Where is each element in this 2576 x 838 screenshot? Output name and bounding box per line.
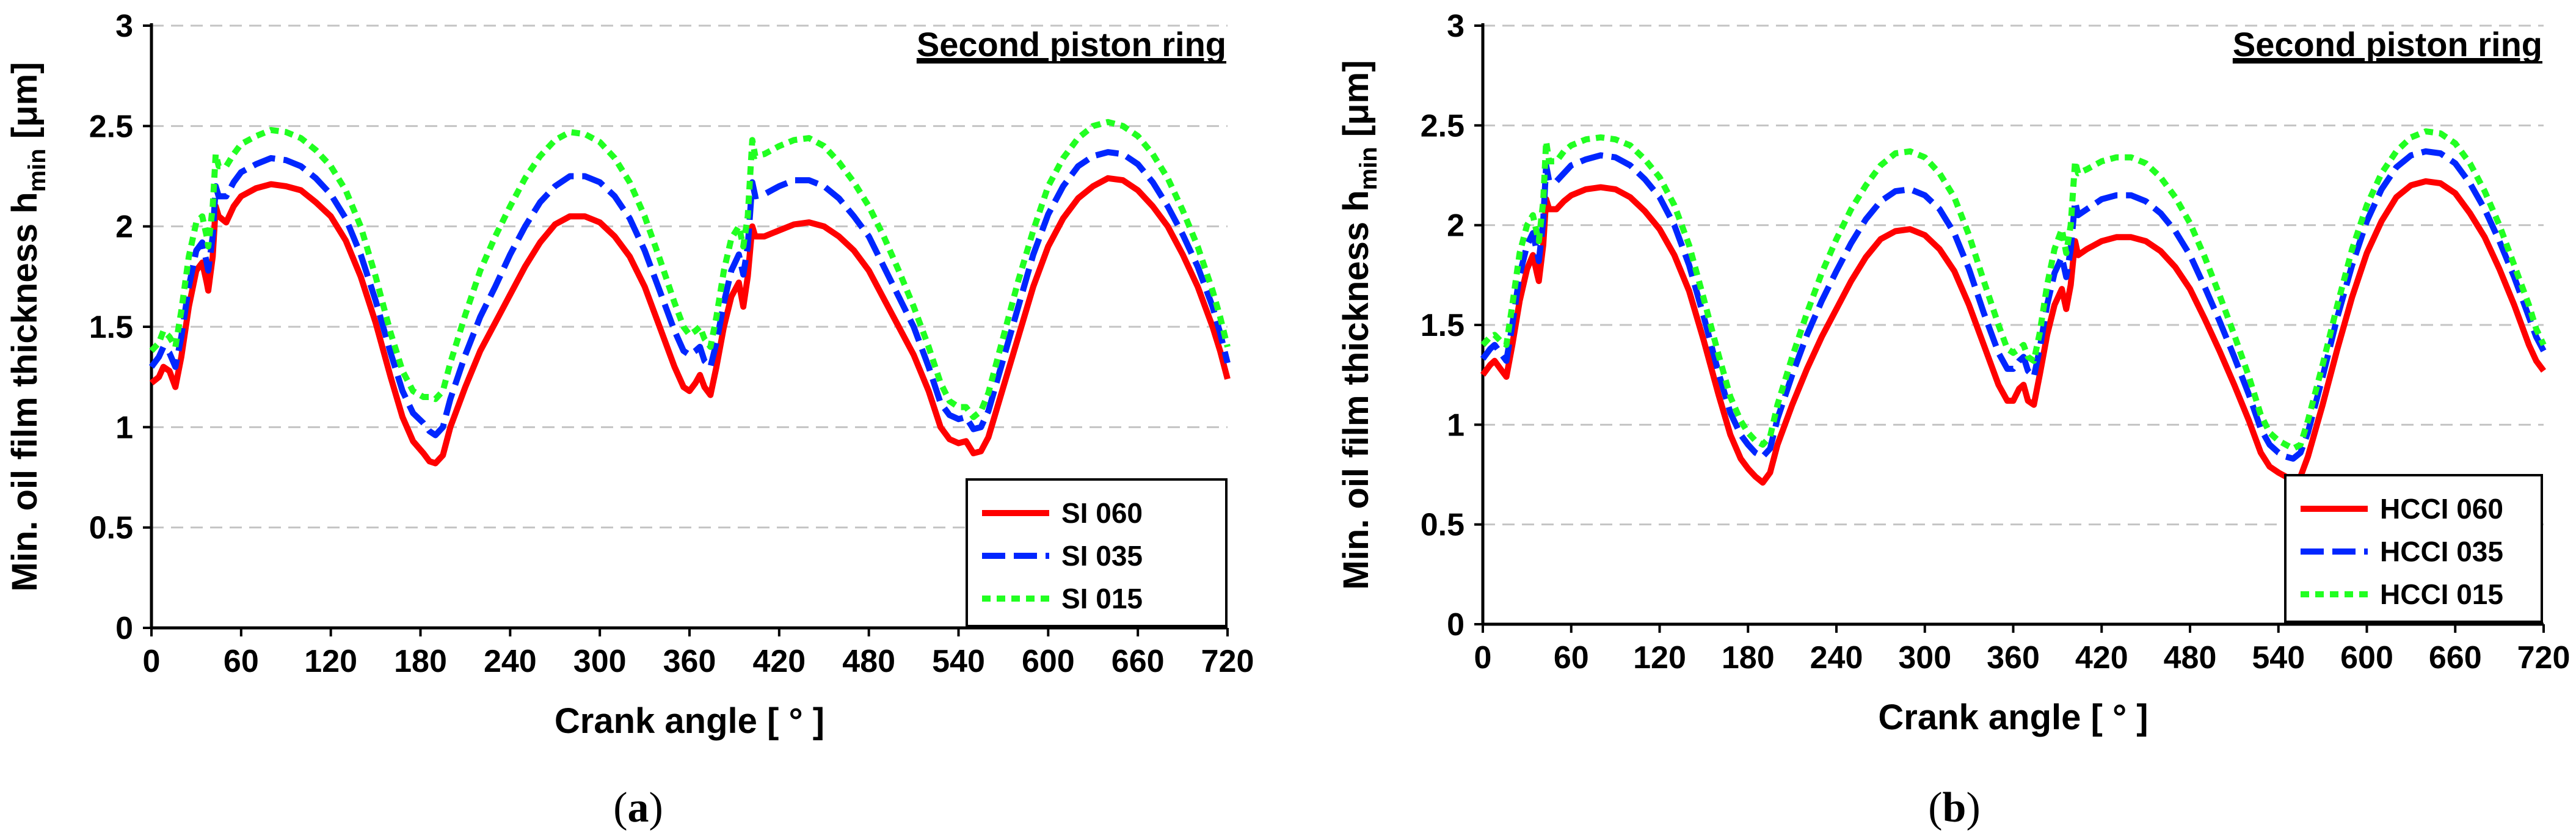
y-tick-label: 1.5 (1421, 308, 1464, 343)
caption-open-paren: ( (613, 784, 627, 831)
y-tick-label: 2 (1447, 208, 1464, 244)
y-tick-label: 2 (115, 210, 133, 245)
x-tick-label: 300 (1898, 640, 1951, 676)
chart-title: Second piston ring (917, 25, 1226, 64)
x-tick-label: 420 (2075, 640, 2128, 676)
x-tick-label: 120 (304, 644, 357, 679)
legend-box (966, 478, 1228, 627)
y-tick-label: 0.5 (1421, 508, 1464, 543)
legend-label: HCCI 060 (2380, 493, 2503, 525)
legend-label: HCCI 015 (2380, 578, 2503, 610)
x-axis-title: Crank angle [ ° ] (555, 701, 824, 741)
y-axis-title-main: Min. oil film thickness h (5, 192, 45, 591)
y-axis-title-main: Min. oil film thickness h (1336, 190, 1376, 589)
x-tick-label: 0 (143, 644, 161, 679)
caption-letter: b (1943, 784, 1967, 831)
x-tick-label: 60 (224, 644, 259, 679)
panel-caption: (b) (1928, 784, 1981, 831)
x-tick-label: 600 (2340, 640, 2393, 676)
x-tick-label: 540 (932, 644, 985, 679)
x-tick-label: 480 (842, 644, 895, 679)
y-tick-label: 0 (115, 611, 133, 646)
x-tick-label: 660 (2429, 640, 2482, 676)
x-tick-label: 180 (1722, 640, 1775, 676)
x-tick-label: 240 (1810, 640, 1863, 676)
series-line-hcci-060 (1480, 178, 2547, 486)
legend-box (2284, 474, 2543, 623)
chart-panel-a: 0 0.5 1 1.5 2 2.5 3 0 60 120 180 240 300 360 420 480 540… (5, 9, 1254, 831)
legend-label: HCCI 035 (2380, 536, 2503, 567)
x-tick-label: 600 (1022, 644, 1075, 679)
x-tick-label: 360 (663, 644, 716, 679)
caption-letter: a (628, 784, 649, 831)
y-axis-title: Min. oil film thickness hmin [μm] (1336, 60, 1382, 589)
panel-caption: (a) (613, 784, 663, 831)
y-tick-label: 2.5 (89, 109, 133, 144)
caption-open-paren: ( (1928, 784, 1942, 831)
x-tick-label: 720 (2517, 640, 2571, 676)
y-tick-label: 0.5 (89, 511, 133, 546)
legend: SI 060 SI 035 SI 015 (966, 478, 1228, 627)
y-tick-label: 3 (1447, 9, 1464, 44)
caption-close-paren: ) (649, 784, 663, 831)
x-tick-label: 240 (484, 644, 537, 679)
x-tick-label: 720 (1201, 644, 1254, 679)
y-axis-title-unit: [μm] (1336, 60, 1376, 147)
x-tick-label: 60 (1554, 640, 1589, 676)
chart-panel-b: 0 0.5 1 1.5 2 2.5 3 0 60 120 180 240 300 360 420 480 540… (1336, 9, 2570, 831)
y-axis-title-subscript: min (1355, 147, 1382, 190)
x-tick-label: 420 (752, 644, 806, 679)
x-tick-label: 120 (1633, 640, 1686, 676)
y-axis-title: Min. oil film thickness hmin [μm] (5, 62, 51, 591)
y-axis-title-subscript: min (24, 148, 51, 192)
y-axis-title-unit: [μm] (5, 62, 45, 148)
y-tick-label: 2.5 (1421, 108, 1464, 144)
x-tick-label: 360 (1987, 640, 2040, 676)
y-tick-label: 3 (115, 9, 133, 44)
chart-title: Second piston ring (2233, 25, 2542, 64)
series-line-si-015 (149, 118, 1231, 420)
x-axis-title: Crank angle [ ° ] (1878, 698, 2148, 737)
legend-label: SI 060 (1061, 497, 1143, 529)
x-tick-label: 660 (1112, 644, 1165, 679)
legend-label: SI 015 (1061, 583, 1143, 614)
legend-label: SI 035 (1061, 540, 1143, 572)
x-tick-label: 180 (394, 644, 447, 679)
y-tick-label: 0 (1447, 607, 1464, 643)
x-tick-label: 300 (573, 644, 627, 679)
x-tick-label: 0 (1474, 640, 1492, 676)
x-tick-label: 540 (2252, 640, 2305, 676)
y-tick-label: 1 (1447, 407, 1464, 443)
series-line-si-035 (148, 149, 1231, 439)
x-tick-label: 480 (2164, 640, 2217, 676)
legend: HCCI 060 HCCI 035 HCCI 015 (2284, 474, 2543, 623)
y-tick-label: 1 (115, 410, 133, 445)
y-tick-label: 1.5 (89, 310, 133, 345)
caption-close-paren: ) (1966, 784, 1980, 831)
series-line-si-060 (149, 175, 1231, 467)
